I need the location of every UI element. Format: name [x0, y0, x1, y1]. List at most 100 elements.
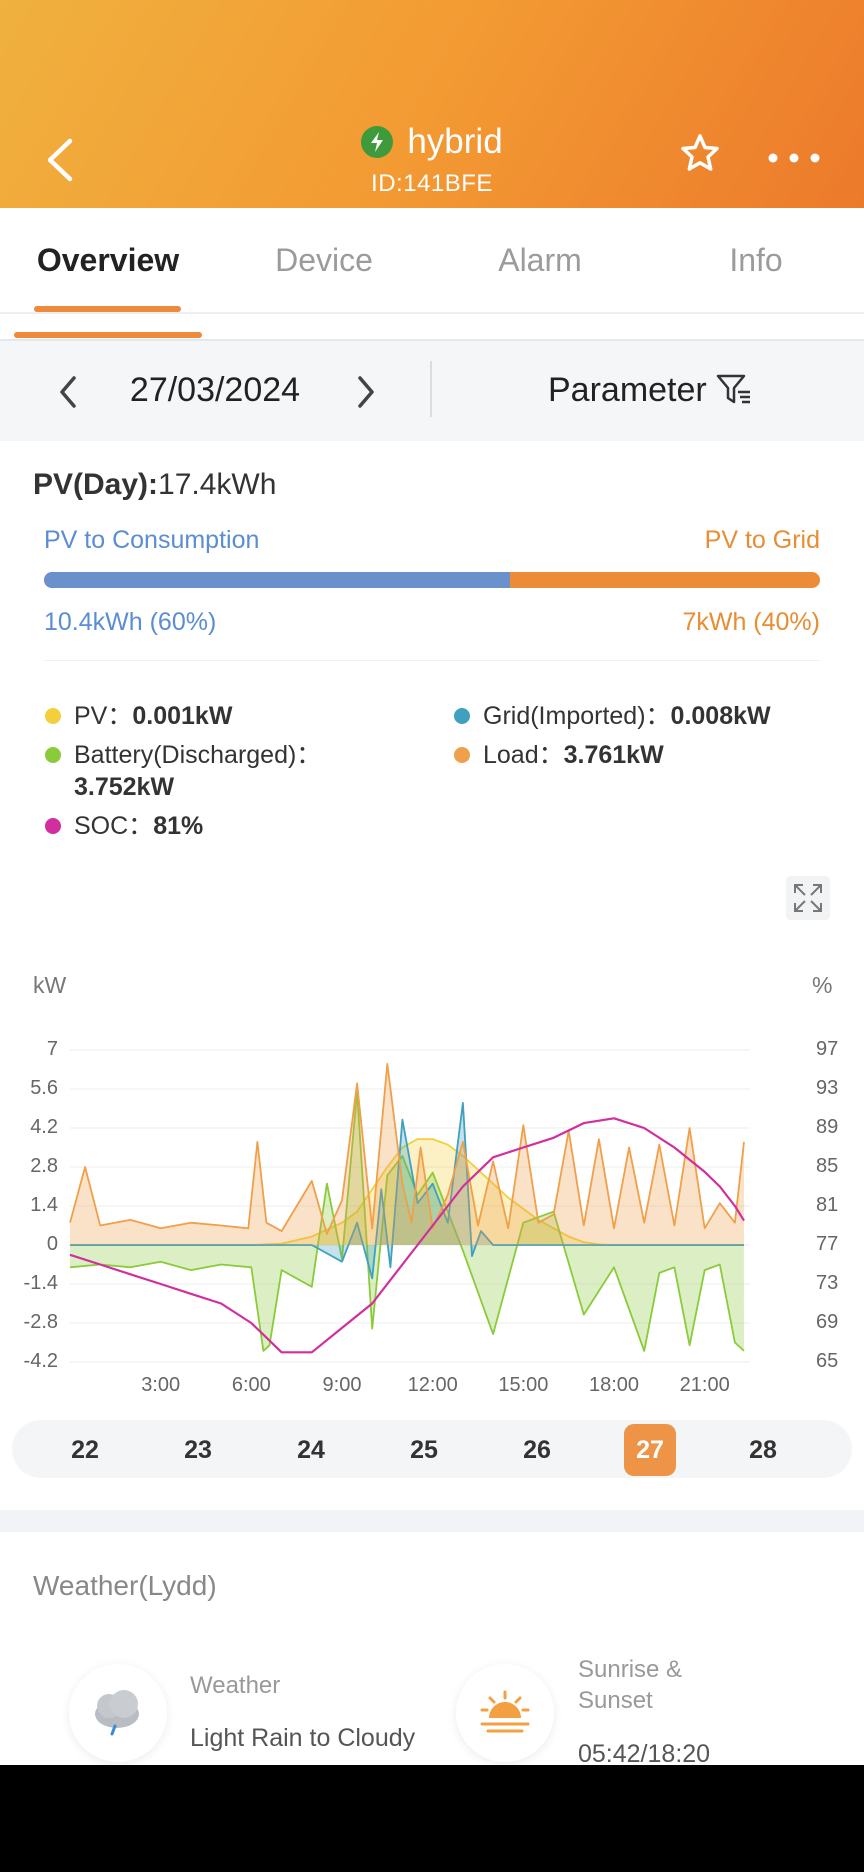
y-tick-label: 7	[46, 1038, 58, 1060]
legend-battery[interactable]: Battery(Discharged)： 3.752kW	[45, 739, 374, 803]
legend-dot	[454, 708, 470, 724]
y2-tick-label: 93	[816, 1077, 839, 1099]
sunrise-icon	[480, 1690, 530, 1733]
lightning-bolt-icon	[361, 126, 394, 158]
series-load-line	[69, 1063, 745, 1235]
x-tick-label: 21:00	[679, 1374, 730, 1396]
y-tick-label: 1.4	[30, 1194, 58, 1216]
active-tab-indicator	[34, 306, 181, 312]
legend-label: Battery(Discharged)：	[74, 741, 322, 769]
previous-date-chevron-icon[interactable]	[54, 372, 82, 412]
series-soc-line	[69, 1117, 745, 1354]
legend-label: Grid(Imported)：	[483, 702, 671, 730]
tab-info[interactable]: Info	[729, 242, 783, 278]
weather-value: Light Rain to Cloudy	[190, 1724, 416, 1752]
tab-overview[interactable]: Overview	[36, 242, 180, 278]
legend-dot	[45, 747, 61, 763]
legend-label: SOC：	[74, 812, 154, 840]
weather-icon-badge	[69, 1664, 167, 1762]
tab-device[interactable]: Device	[275, 242, 373, 278]
divider	[44, 660, 820, 661]
day-selector-strip	[12, 1420, 852, 1478]
day-25[interactable]: 25	[410, 1436, 438, 1464]
y-tick-label: -4.2	[23, 1350, 58, 1372]
legend-value: 3.761kW	[563, 741, 664, 769]
day-23[interactable]: 23	[184, 1436, 212, 1464]
day-26[interactable]: 26	[523, 1436, 551, 1464]
sunrise-sunset-value: 05:42/18:20	[578, 1740, 711, 1765]
y-tick-label: 2.8	[30, 1155, 58, 1177]
legend-load[interactable]: Load：3.761kW	[454, 739, 664, 771]
series-grid-imported-area	[70, 1102, 744, 1279]
section-scroll-indicator	[14, 332, 202, 338]
day-28[interactable]: 28	[749, 1436, 777, 1464]
legend-value: 0.008kW	[670, 702, 771, 730]
more-options-icon[interactable]	[766, 150, 822, 166]
y-tick-label: 4.2	[30, 1116, 58, 1138]
expand-chart-button[interactable]	[786, 876, 830, 920]
legend-pv[interactable]: PV：0.001kW	[45, 700, 233, 732]
next-date-chevron-icon[interactable]	[352, 372, 380, 412]
date-bar	[0, 341, 864, 441]
power-chart[interactable]	[0, 1030, 864, 1390]
pv-to-consumption-value: 10.4kWh (60%)	[44, 608, 217, 636]
day-24[interactable]: 24	[297, 1436, 325, 1464]
pv-to-grid-label: PV to Grid	[704, 526, 820, 554]
series-battery-discharged-line	[69, 1090, 745, 1352]
sunrise-sunset-label: Sunrise & Sunset	[578, 1656, 683, 1714]
day-27[interactable]: 27	[624, 1424, 676, 1476]
pv-day-value: 17.4kWh	[158, 468, 277, 501]
plant-title-block: hybrid ID:141BFE	[0, 122, 864, 198]
y2-tick-label: 65	[816, 1350, 839, 1372]
pv-split-bar	[44, 572, 820, 588]
legend-value: 0.001kW	[132, 702, 233, 730]
favorite-star-icon[interactable]	[680, 133, 720, 173]
legend-soc[interactable]: SOC：81%	[45, 810, 204, 842]
date-bar-divider	[430, 361, 432, 417]
legend-grid[interactable]: Grid(Imported)：0.008kW	[454, 700, 771, 732]
y-tick-label: -2.8	[23, 1311, 58, 1333]
series-pv-area	[70, 1139, 744, 1245]
y-tick-label: 0	[46, 1233, 58, 1255]
parameter-button[interactable]: Parameter	[548, 371, 707, 409]
y-tick-label: 5.6	[30, 1077, 58, 1099]
date-selector[interactable]: 27/03/2024	[129, 371, 301, 409]
sun-icon-badge	[456, 1664, 554, 1762]
legend-value: 3.752kW	[74, 773, 175, 801]
series-grid-imported-line	[70, 1102, 744, 1280]
y-tick-label: -1.4	[23, 1272, 58, 1294]
back-arrow-icon[interactable]	[40, 135, 80, 185]
divider	[0, 339, 864, 341]
filter-icon[interactable]	[716, 372, 752, 408]
y2-tick-label: 89	[816, 1116, 839, 1138]
legend-dot	[454, 747, 470, 763]
legend-label: Load：	[483, 741, 564, 769]
header-bar: hybrid ID:141BFE	[0, 0, 864, 208]
pv-to-grid-value: 7kWh (40%)	[682, 608, 820, 636]
pv-to-consumption-label: PV to Consumption	[44, 526, 260, 554]
legend-value: 81%	[153, 812, 204, 840]
y2-tick-label: 73	[816, 1272, 839, 1294]
y2-tick-label: 69	[816, 1311, 839, 1333]
legend-label: PV：	[74, 702, 133, 730]
y2-tick-label: 85	[816, 1155, 839, 1177]
y2-tick-label: 77	[816, 1233, 839, 1255]
pv-consumption-fill	[44, 572, 510, 588]
legend-dot	[45, 818, 61, 834]
tab-alarm[interactable]: Alarm	[498, 242, 582, 278]
pv-day-label: PV(Day):	[33, 468, 159, 501]
legend-dot	[45, 708, 61, 724]
x-tick-label: 3:00	[141, 1374, 181, 1396]
series-load-area	[70, 1063, 744, 1245]
weather-label: Weather	[190, 1672, 281, 1699]
pv-day-total: PV(Day):17.4kWh	[33, 468, 276, 502]
cloud-rain-icon	[95, 1690, 139, 1736]
x-tick-label: 18:00	[589, 1374, 640, 1396]
day-22[interactable]: 22	[71, 1436, 99, 1464]
section-gap	[0, 1510, 864, 1532]
plant-name: hybrid	[407, 122, 503, 161]
tab-bar: Overview Device Alarm Info	[0, 208, 864, 314]
y2-tick-label: 81	[816, 1194, 839, 1216]
x-tick-label: 9:00	[322, 1374, 362, 1396]
app-screen: hybrid ID:141BFE Overview Device Alarm I…	[0, 0, 864, 1765]
